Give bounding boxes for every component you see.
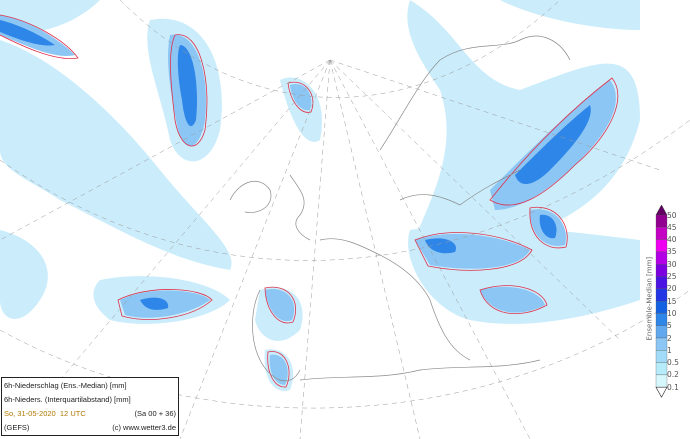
heavy-precip-areas (0, 20, 591, 310)
colorbar-segment (655, 288, 668, 302)
colorbar-segment (655, 264, 668, 277)
iqr-contours (0, 14, 619, 388)
colorbar-segment (655, 313, 668, 326)
coastlines (229, 35, 571, 382)
date-text: So, 31-05-2020 (4, 409, 56, 418)
colorbar (655, 204, 668, 398)
colorbar-segment (655, 362, 668, 376)
colorbar-label: 10 (667, 308, 677, 318)
colorbar-segment (655, 239, 668, 253)
colorbar-segment (655, 227, 668, 240)
colorbar-segment (655, 325, 668, 339)
colorbar-label: 0.1 (667, 382, 679, 392)
colorbar-label: 40 (667, 235, 677, 245)
credit-text: (c) www.wetter3.de (112, 423, 176, 432)
colorbar-label: 35 (667, 247, 677, 257)
map-info-box: 6h-Niederschlag (Ens.-Median) [mm] 6h-Ni… (1, 377, 179, 436)
light-precip-areas (0, 0, 640, 391)
valid-date: So, 31-05-2020 12 UTC (4, 407, 86, 421)
colorbar-over-triangle (655, 204, 668, 216)
colorbar-segment (655, 337, 668, 351)
colorbar-segment (655, 214, 668, 228)
colorbar-label: 1 (667, 345, 672, 355)
colorbar-segment (655, 350, 668, 363)
colorbar-label: 45 (667, 222, 677, 232)
colorbar-segment (655, 300, 668, 314)
colorbar-label: 0.5 (667, 358, 679, 368)
colorbar-label: 25 (667, 272, 677, 281)
colorbar-segment (655, 374, 668, 388)
field-description: 6h-Niederschlag (Ens.-Median) [mm] (4, 381, 127, 390)
model-name: (GEFS) (4, 423, 30, 432)
colorbar-label: 5 (667, 321, 672, 331)
forecast-run: (Sa 00 + 36) (134, 409, 176, 418)
contour-description: 6h-Nieders. (Interquartilabstand) [mm] (4, 395, 131, 404)
colorbar-label: 0.2 (667, 370, 679, 380)
colorbar-segment (655, 251, 668, 265)
colorbar-label: 30 (667, 259, 677, 269)
colorbar-segment (655, 276, 668, 289)
colorbar-label: 15 (667, 296, 677, 306)
time-text: 12 UTC (59, 409, 86, 418)
colorbar-title: Ensemble-Median [mm] (645, 256, 654, 341)
colorbar-label: 2 (667, 333, 672, 343)
colorbar-label: 20 (667, 284, 677, 294)
colorbar-under-triangle (655, 386, 668, 398)
colorbar-label: 50 (667, 210, 677, 220)
